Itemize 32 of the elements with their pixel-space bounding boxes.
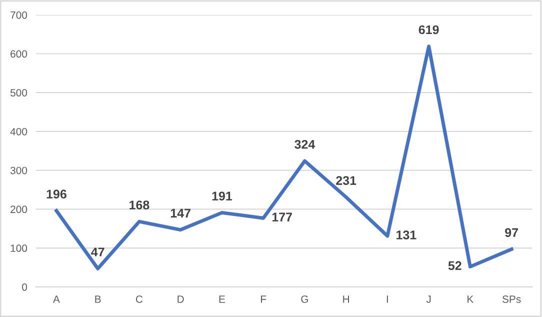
data-label: 147	[170, 208, 190, 218]
y-tick-label: 100	[10, 244, 28, 252]
y-tick-label: 500	[10, 89, 28, 96]
x-tick-label: I	[386, 296, 388, 303]
data-label: 168	[130, 200, 150, 210]
y-tick-label: 300	[10, 166, 28, 174]
y-tick-label: 200	[10, 206, 28, 214]
data-label: 177	[272, 212, 292, 222]
data-label: 619	[418, 25, 439, 34]
data-label: 97	[505, 228, 518, 238]
data-label: 191	[212, 192, 232, 200]
x-tick-label: B	[95, 296, 101, 303]
y-tick-label: 400	[10, 128, 28, 136]
data-label: 196	[46, 190, 66, 199]
x-tick-label: D	[178, 296, 184, 303]
y-tick-label: 0	[22, 283, 28, 291]
x-tick-label: G	[301, 295, 308, 303]
x-tick-label: F	[260, 296, 266, 303]
y-tick-label: 700	[10, 11, 28, 19]
x-tick-label: A	[53, 296, 60, 303]
x-tick-label: C	[136, 295, 143, 303]
x-tick-label: H	[343, 296, 349, 303]
x-tick-label: K	[468, 296, 474, 303]
data-label: 52	[448, 261, 462, 270]
x-tick-label: SPs	[502, 295, 521, 303]
data-label: 231	[336, 176, 356, 185]
x-tick-label: E	[219, 296, 225, 303]
data-label: 324	[294, 140, 316, 149]
data-label: 47	[91, 248, 104, 256]
data-label: 131	[396, 230, 416, 240]
y-tick-label: 600	[10, 50, 28, 58]
x-tick-label: J	[426, 296, 431, 303]
